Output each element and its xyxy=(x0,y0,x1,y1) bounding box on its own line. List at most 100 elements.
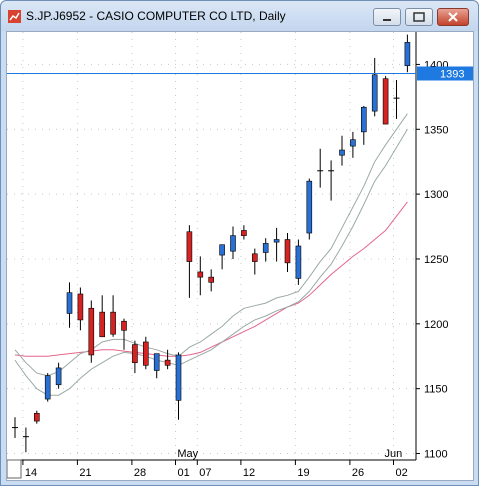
candle xyxy=(66,282,73,328)
grid xyxy=(7,32,416,460)
ma-long-line xyxy=(14,201,408,357)
candle xyxy=(371,57,378,117)
y-tick-label: 1300 xyxy=(424,189,448,201)
candle-body xyxy=(44,375,51,400)
candle-body xyxy=(404,42,411,67)
candle xyxy=(208,269,214,292)
y-tick-label: 1150 xyxy=(424,384,448,396)
x-tick-label: 12 xyxy=(243,467,255,479)
candle-body xyxy=(252,253,258,262)
candle-body xyxy=(143,341,149,366)
candle-body xyxy=(262,243,269,253)
candle xyxy=(99,295,105,338)
candle xyxy=(241,225,247,240)
candle xyxy=(230,226,236,259)
candle xyxy=(350,131,356,158)
candle xyxy=(262,238,269,262)
candle-body xyxy=(273,239,280,243)
candle xyxy=(219,244,225,270)
x-tick-label: 19 xyxy=(297,467,309,479)
window-title: S.JP.J6952 - CASIO COMPUTER CO LTD, Dail… xyxy=(26,9,286,23)
candle-body xyxy=(241,230,247,236)
candle xyxy=(317,148,324,188)
y-tick-label: 1250 xyxy=(424,254,448,266)
candle xyxy=(284,233,291,272)
x-tick-label: 26 xyxy=(352,467,364,479)
candle xyxy=(382,76,389,125)
candle xyxy=(33,410,40,424)
candle-body xyxy=(66,292,73,314)
candle-body xyxy=(306,180,313,234)
y-axis-ticks: 1100 1150 1200 1250 1300 1350 1400 xyxy=(416,59,448,461)
candle-body xyxy=(339,149,345,156)
close-icon xyxy=(448,12,458,22)
candle-body xyxy=(371,74,378,112)
chart-area[interactable]: 1100 1150 1200 1250 1300 1350 1400 14 21 28 01 07 1… xyxy=(6,31,474,481)
candle xyxy=(12,417,18,438)
candle xyxy=(110,295,116,337)
maximize-icon xyxy=(413,12,425,22)
maximize-button[interactable] xyxy=(405,8,433,26)
month-label: May xyxy=(177,448,198,460)
candle-body xyxy=(219,244,225,256)
x-tick-label: 07 xyxy=(199,467,211,479)
x-tick-label: 01 xyxy=(178,467,190,479)
candle xyxy=(77,287,84,331)
candle xyxy=(360,105,367,145)
candle xyxy=(121,318,127,350)
x-tick-label: 28 xyxy=(134,467,146,479)
moving-averages xyxy=(14,113,408,396)
close-button[interactable] xyxy=(437,8,469,26)
candle xyxy=(44,373,51,402)
candle xyxy=(339,135,345,166)
candle-body xyxy=(230,235,236,252)
ma-short-line xyxy=(14,113,408,377)
candle-body xyxy=(55,367,62,386)
candle xyxy=(252,248,258,275)
candle xyxy=(132,340,138,374)
candle xyxy=(273,227,280,262)
y-tick-label: 1350 xyxy=(424,124,448,136)
candle-body xyxy=(295,245,302,279)
title-bar[interactable]: S.JP.J6952 - CASIO COMPUTER CO LTD, Dail… xyxy=(1,1,478,31)
candle xyxy=(328,160,335,201)
ma-lower-line xyxy=(14,129,408,396)
x-axis-ticks: 14 21 28 01 07 12 19 26 02 May Jun xyxy=(22,448,408,479)
candle xyxy=(143,336,149,370)
month-label: Jun xyxy=(385,448,403,460)
candle xyxy=(197,256,204,296)
scroll-box[interactable] xyxy=(7,459,22,479)
candle-body xyxy=(99,311,105,338)
candle-body xyxy=(164,359,171,366)
x-tick-label: 02 xyxy=(396,467,408,479)
minimize-icon xyxy=(383,19,391,21)
candle xyxy=(404,34,411,73)
candle-body xyxy=(175,354,182,401)
candle-body xyxy=(153,353,160,371)
candle xyxy=(22,427,29,453)
y-tick-label: 1400 xyxy=(424,59,448,71)
candle-body xyxy=(77,293,84,321)
candle-body xyxy=(208,276,214,283)
last-price-tag xyxy=(417,66,473,81)
y-tick-label: 1100 xyxy=(424,449,448,461)
candle-body xyxy=(284,239,291,264)
candle-body xyxy=(132,344,138,364)
candle xyxy=(175,352,182,420)
candles xyxy=(12,34,411,453)
candle xyxy=(88,300,95,363)
y-tick-label: 1200 xyxy=(424,319,448,331)
x-tick-label: 14 xyxy=(25,467,37,479)
candle-body xyxy=(350,139,356,147)
candle xyxy=(295,239,302,285)
minimize-button[interactable] xyxy=(373,8,401,26)
candle-body xyxy=(186,231,193,262)
price-line: 1393 xyxy=(7,66,473,81)
candle xyxy=(55,362,62,389)
candle-body xyxy=(121,320,127,331)
candle-body xyxy=(197,271,204,278)
candle xyxy=(393,79,400,119)
candle xyxy=(164,349,171,370)
